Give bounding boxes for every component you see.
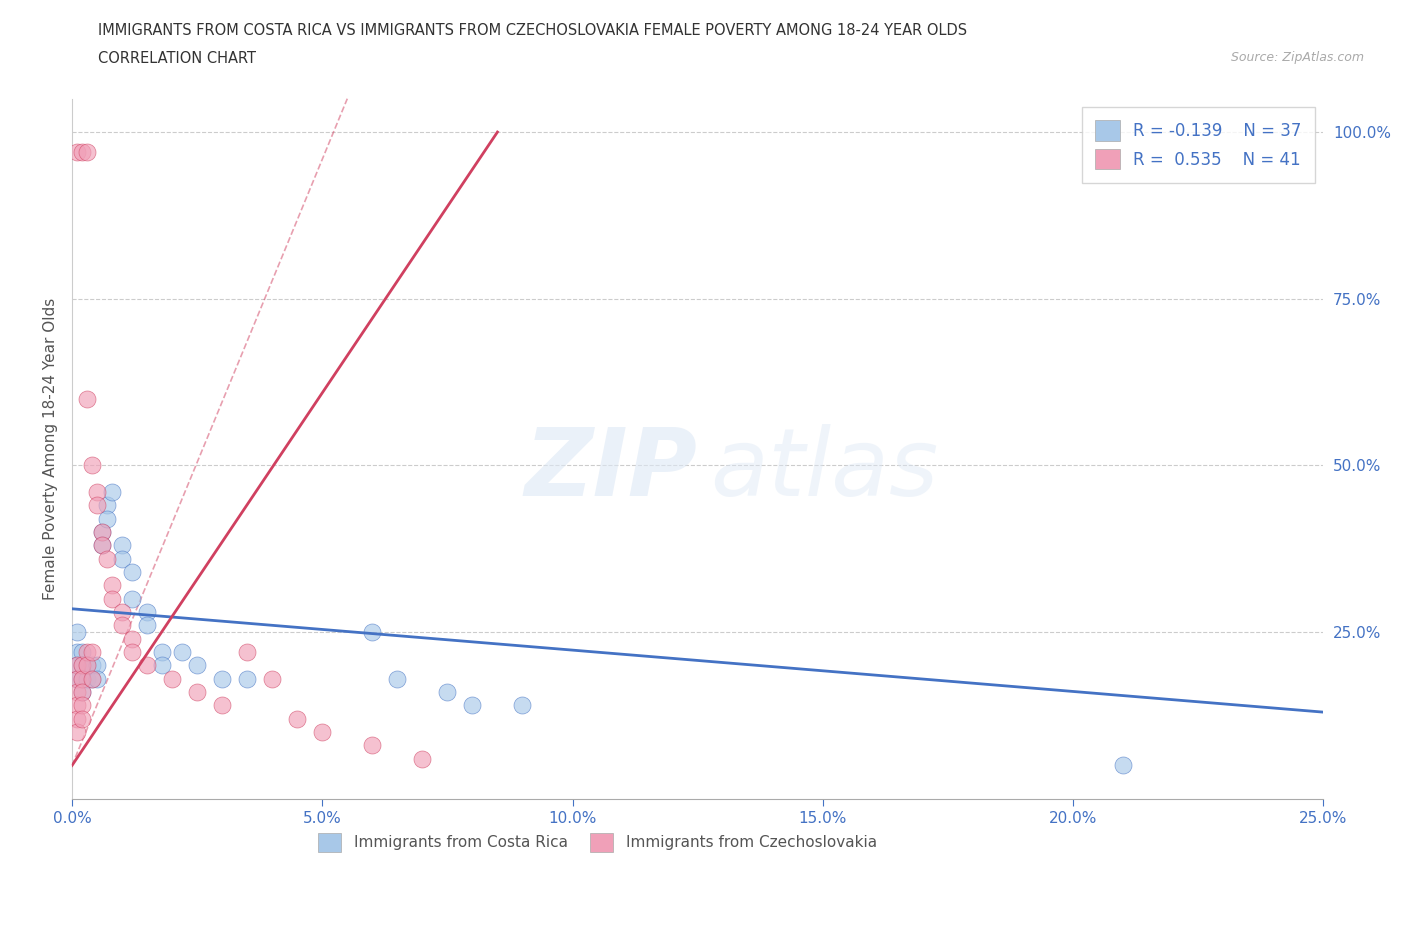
Point (66, 144, 89, 159)
Point (96, 498, 118, 512)
Point (91, 525, 114, 539)
Point (262, 671, 284, 686)
Point (86, 658, 108, 673)
Point (121, 644, 143, 659)
Point (111, 538, 134, 552)
Point (361, 738, 384, 753)
Point (80, 458, 103, 472)
Point (211, 698, 233, 713)
Point (66, 644, 89, 659)
Point (96, 512, 118, 526)
Point (361, 625, 384, 640)
Point (66, 698, 89, 713)
Point (76, 671, 98, 686)
Point (411, 751, 433, 766)
Point (70, 658, 93, 673)
Point (101, 591, 124, 606)
Point (76, 644, 98, 659)
Point (387, 671, 409, 686)
Point (66, 671, 89, 686)
Point (150, 644, 173, 659)
Point (66, 724, 89, 739)
Point (80, 644, 103, 659)
Point (211, 671, 233, 686)
Point (70, 684, 93, 699)
Point (96, 551, 118, 566)
Point (70, 644, 93, 659)
Legend: Immigrants from Costa Rica, Immigrants from Czechoslovakia: Immigrants from Costa Rica, Immigrants f… (312, 827, 883, 857)
Point (111, 604, 134, 619)
Point (80, 671, 103, 686)
Point (76, 392, 98, 406)
Y-axis label: Female Poverty Among 18-24 Year Olds: Female Poverty Among 18-24 Year Olds (44, 298, 58, 600)
Point (160, 671, 183, 686)
Point (461, 698, 484, 713)
Point (91, 538, 114, 552)
Point (76, 658, 98, 673)
Point (121, 631, 143, 646)
Point (91, 538, 114, 552)
Point (76, 144, 98, 159)
Point (101, 578, 124, 593)
Point (66, 671, 89, 686)
Point (1112, 758, 1135, 773)
Point (172, 644, 194, 659)
Point (91, 525, 114, 539)
Point (86, 498, 108, 512)
Point (66, 658, 89, 673)
Text: Source: ZipAtlas.com: Source: ZipAtlas.com (1230, 51, 1364, 64)
Point (70, 658, 93, 673)
Point (76, 658, 98, 673)
Point (136, 604, 159, 619)
Point (80, 658, 103, 673)
Point (311, 724, 333, 739)
Point (70, 671, 93, 686)
Point (136, 658, 159, 673)
Point (70, 684, 93, 699)
Point (66, 625, 89, 640)
Point (186, 658, 208, 673)
Point (86, 671, 108, 686)
Point (70, 711, 93, 726)
Point (66, 658, 89, 673)
Point (66, 684, 89, 699)
Point (236, 644, 259, 659)
Text: CORRELATION CHART: CORRELATION CHART (98, 51, 256, 66)
Point (111, 551, 134, 566)
Point (150, 658, 173, 673)
Point (80, 671, 103, 686)
Point (70, 671, 93, 686)
Point (236, 671, 259, 686)
Point (436, 684, 458, 699)
Point (66, 711, 89, 726)
Point (186, 684, 208, 699)
Point (136, 618, 159, 633)
Point (111, 618, 134, 633)
Point (101, 485, 124, 499)
Point (285, 711, 308, 726)
Text: ZIP: ZIP (524, 424, 697, 516)
Text: atlas: atlas (710, 424, 938, 515)
Point (512, 698, 534, 713)
Point (86, 485, 108, 499)
Point (70, 144, 93, 159)
Point (121, 565, 143, 579)
Point (121, 591, 143, 606)
Text: IMMIGRANTS FROM COSTA RICA VS IMMIGRANTS FROM CZECHOSLOVAKIA FEMALE POVERTY AMON: IMMIGRANTS FROM COSTA RICA VS IMMIGRANTS… (98, 23, 967, 38)
Point (70, 698, 93, 713)
